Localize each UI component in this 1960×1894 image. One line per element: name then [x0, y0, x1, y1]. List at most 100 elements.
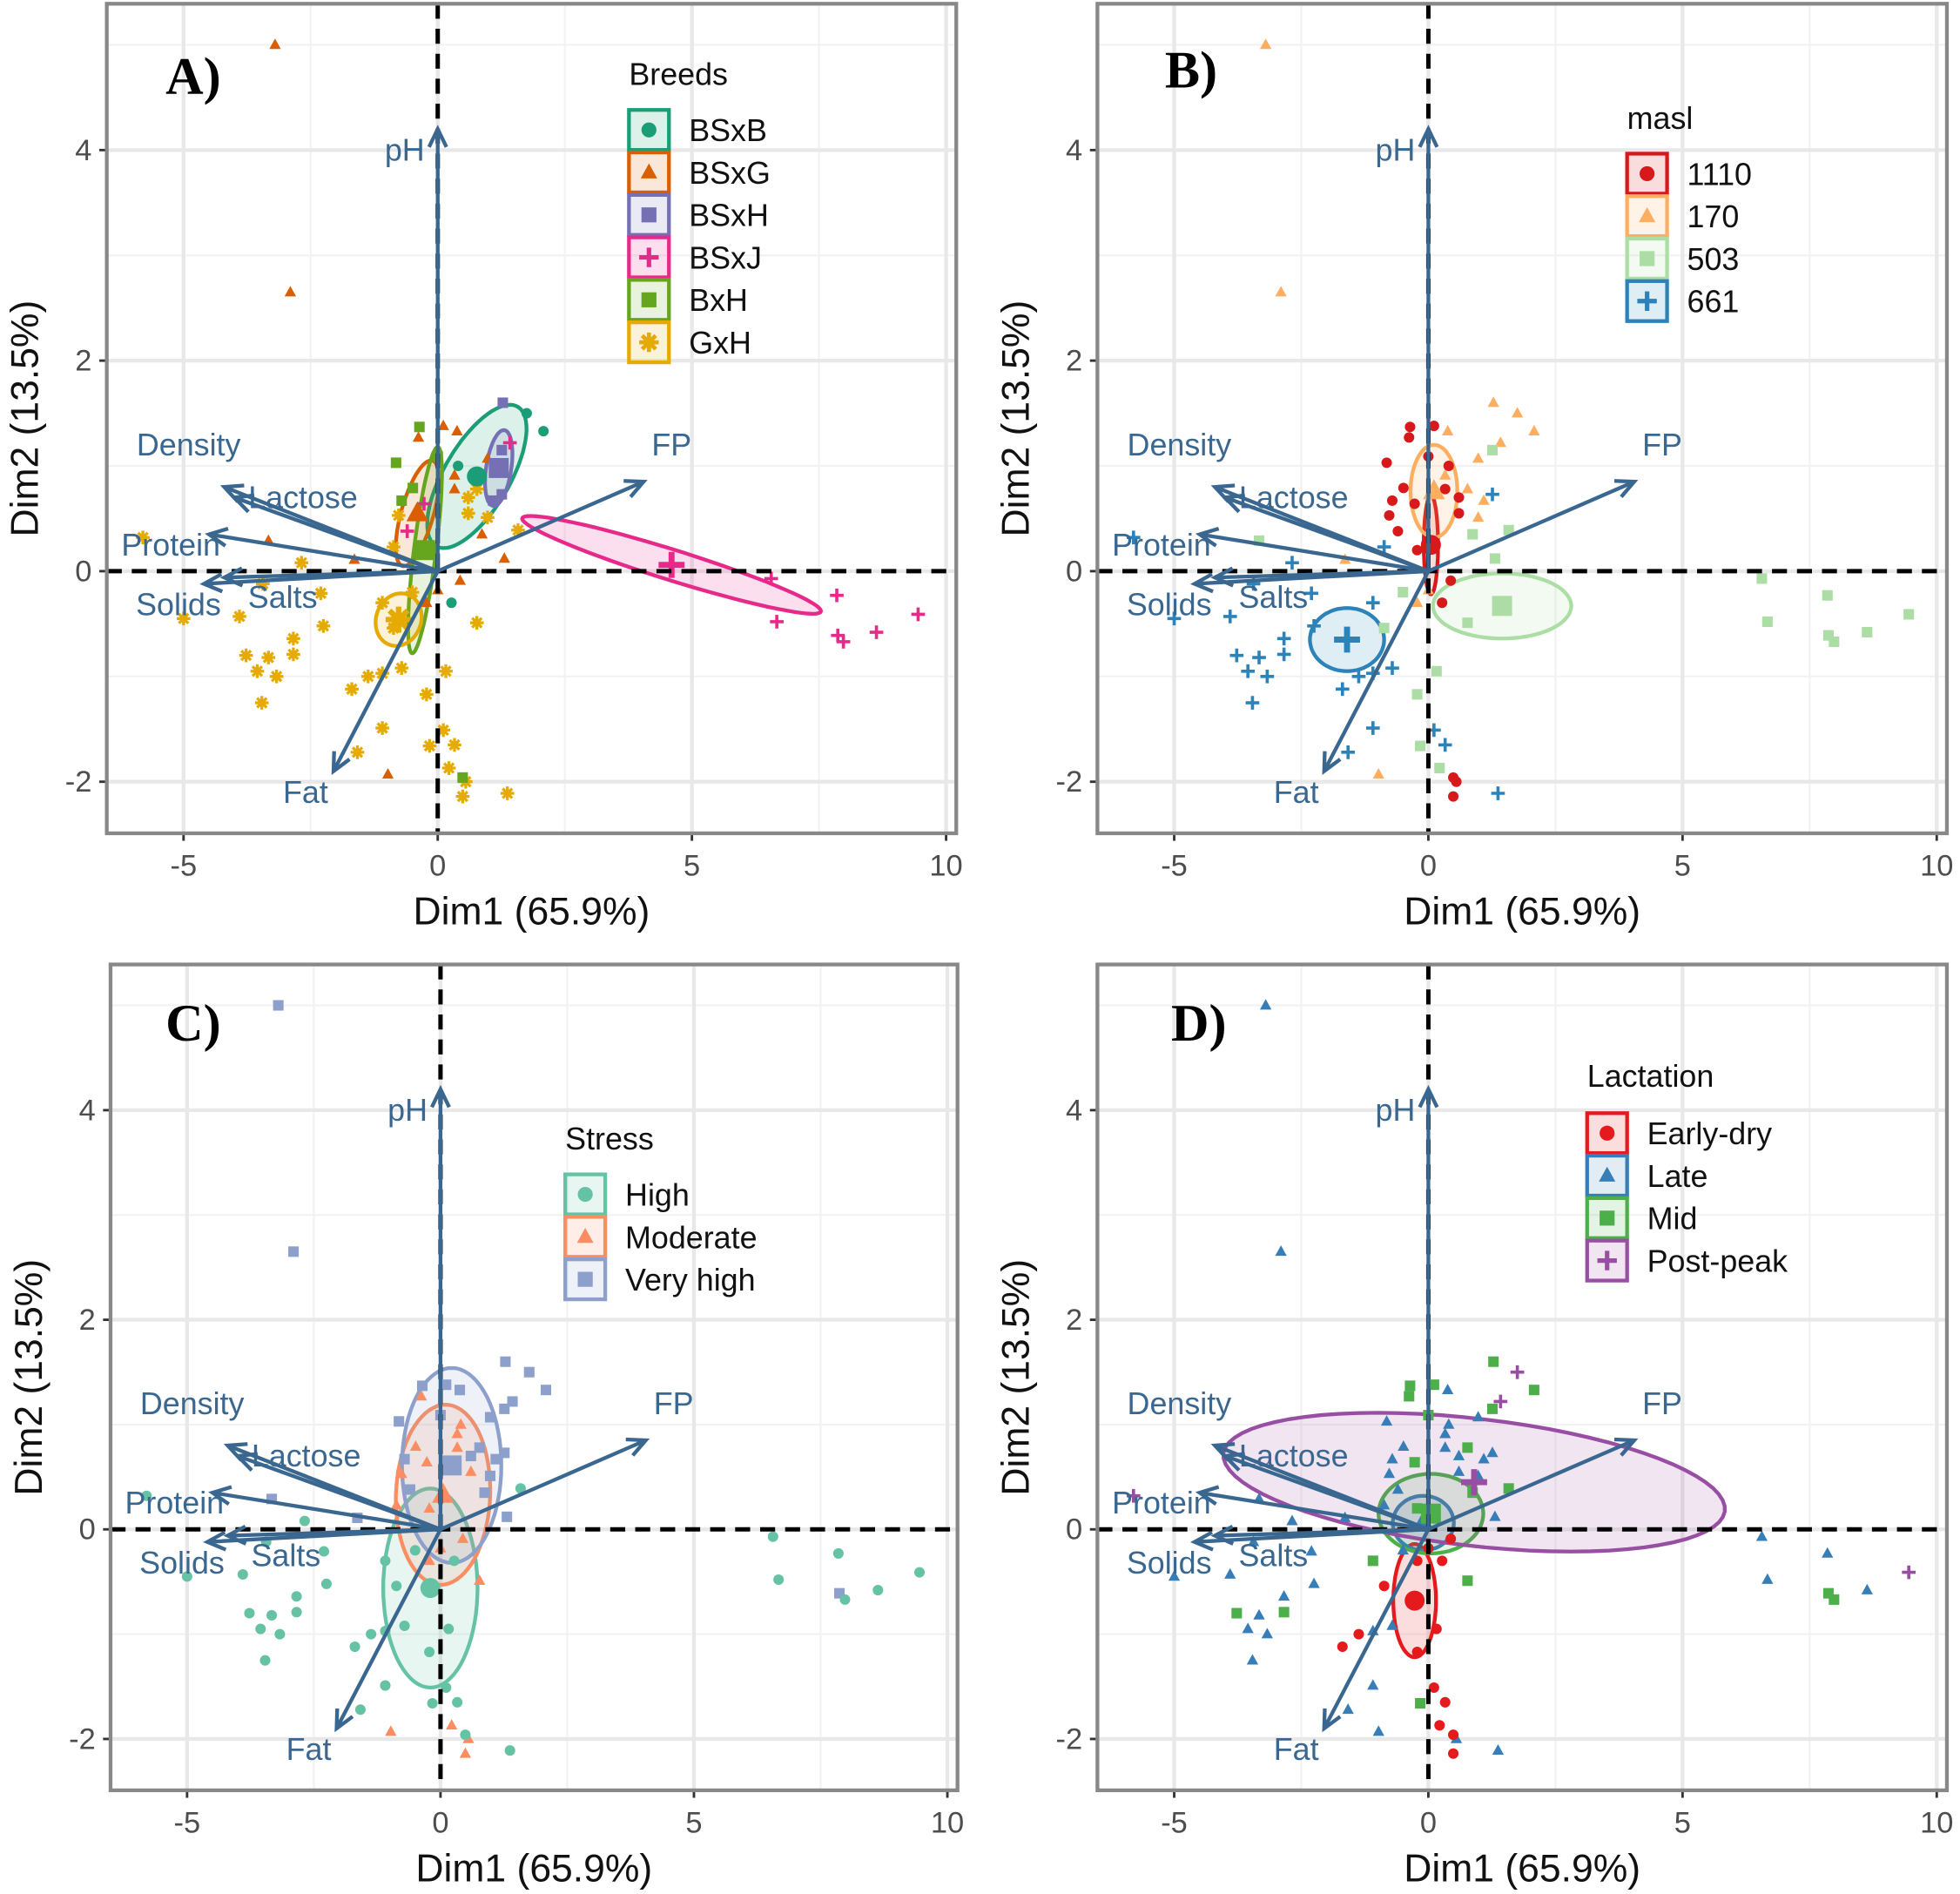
- data-point: [181, 1571, 192, 1582]
- panel-border: [104, 2, 959, 836]
- data-point: [420, 687, 434, 702]
- data-point: [1411, 596, 1424, 608]
- data-point: [1372, 768, 1384, 779]
- data-point: [375, 666, 389, 681]
- legend-key: [563, 1257, 608, 1302]
- legend-key-symbol: [639, 247, 659, 267]
- data-point: [1862, 627, 1873, 638]
- data-point: [1437, 1555, 1448, 1567]
- data-point: [1398, 482, 1409, 494]
- legend-key-symbol: [1599, 1166, 1616, 1182]
- data-point: [1261, 1628, 1273, 1639]
- legend-item-label: 1110: [1687, 157, 1752, 192]
- data-point: [446, 1719, 458, 1730]
- data-point: [1342, 1703, 1354, 1715]
- data-point: [1404, 1380, 1416, 1392]
- legend-key: [627, 150, 671, 195]
- x-tick-label: 0: [429, 850, 446, 883]
- data-point: [354, 1704, 366, 1715]
- data-point: [422, 738, 437, 753]
- group-centroid: [420, 1578, 441, 1599]
- y-tick-label: 0: [79, 1513, 96, 1547]
- data-point: [448, 468, 461, 480]
- data-point: [1829, 636, 1840, 647]
- data-point: [1491, 786, 1505, 800]
- variable-label-protein: Protein: [125, 1486, 224, 1520]
- data-point: [1415, 740, 1426, 752]
- data-point: [1276, 647, 1291, 662]
- data-point: [1472, 1411, 1485, 1422]
- data-point: [474, 1442, 485, 1453]
- legend: Stress High Moderate Very high: [563, 1122, 758, 1302]
- variable-label-ph: pH: [387, 1093, 428, 1128]
- data-point: [1755, 1530, 1768, 1541]
- data-point: [1383, 1467, 1396, 1479]
- data-point: [484, 1470, 495, 1481]
- legend-item-label: High: [625, 1177, 690, 1212]
- x-axis-title: Dim1 (65.9%): [1404, 891, 1640, 934]
- data-point: [1902, 1565, 1916, 1580]
- panel-d: -5 0 5 10 -2 0 2 4 Dim1 (65.9%) Dim2 (13.5%) pH FP D…: [994, 962, 1953, 1891]
- variable-label-fat: Fat: [286, 1732, 332, 1767]
- data-point: [502, 1511, 513, 1522]
- group-centroid: [385, 606, 412, 633]
- data-point: [1822, 590, 1833, 601]
- data-point: [399, 1453, 410, 1465]
- y-tick-label: 0: [75, 555, 91, 588]
- data-point: [288, 1246, 300, 1257]
- data-point: [1528, 424, 1540, 435]
- data-point: [1411, 544, 1423, 556]
- data-point: [239, 648, 253, 663]
- data-point: [1168, 1570, 1181, 1581]
- x-tick-label: -5: [171, 850, 198, 883]
- data-point: [1404, 432, 1415, 443]
- variable-label-lactose: Lactose: [1239, 480, 1349, 515]
- data-point: [469, 482, 484, 496]
- data-point: [455, 1385, 466, 1396]
- variable-label-protein: Protein: [121, 528, 220, 563]
- variable-label-solids: Solids: [139, 1546, 225, 1581]
- data-point: [1443, 460, 1454, 472]
- data-point: [1441, 1383, 1454, 1395]
- data-point: [1337, 1641, 1348, 1653]
- data-point: [256, 576, 270, 591]
- data-point: [1286, 1514, 1298, 1526]
- variable-label-salts: Salts: [251, 1538, 320, 1573]
- data-point: [316, 618, 331, 633]
- data-point: [1494, 436, 1506, 448]
- data-point: [1353, 1628, 1364, 1640]
- variable-label-fp: FP: [651, 428, 691, 462]
- data-point: [511, 522, 525, 537]
- data-point: [1448, 791, 1459, 802]
- data-point: [469, 616, 484, 630]
- data-point: [1462, 1575, 1473, 1587]
- data-point: [448, 738, 461, 752]
- data-point: [455, 789, 470, 804]
- data-point: [1448, 1748, 1459, 1759]
- data-point: [441, 1682, 452, 1694]
- data-point: [1260, 669, 1275, 684]
- y-axis-title: Dim2 (13.5%): [4, 300, 47, 537]
- variable-label-density: Density: [140, 1386, 245, 1421]
- data-point: [451, 424, 463, 435]
- loading-arrow-salts: [1210, 566, 1429, 588]
- data-point: [872, 1585, 884, 1596]
- group-centroid: [414, 540, 435, 561]
- data-point: [1384, 509, 1395, 521]
- data-point: [1453, 508, 1465, 519]
- data-point: [499, 1403, 510, 1414]
- data-point: [269, 669, 284, 684]
- y-axis-title: Dim2 (13.5%): [8, 1259, 51, 1496]
- legend-title: Breeds: [629, 57, 728, 92]
- data-point: [475, 528, 488, 539]
- data-point: [1439, 468, 1451, 480]
- loading-arrow-lactose: [230, 493, 439, 573]
- data-point: [404, 1484, 416, 1495]
- data-point: [1428, 1682, 1439, 1694]
- x-tick-label: 10: [1920, 1807, 1953, 1840]
- loading-arrow-protein: [1195, 1485, 1429, 1532]
- data-point: [1398, 1439, 1410, 1452]
- variable-label-solids: Solids: [1127, 1546, 1212, 1581]
- panel-a: -5 0 5 10 -2 0 2 4 Dim1 (65.9%) Dim2 (13.5%) pH FP D…: [4, 2, 963, 934]
- data-point: [345, 682, 359, 697]
